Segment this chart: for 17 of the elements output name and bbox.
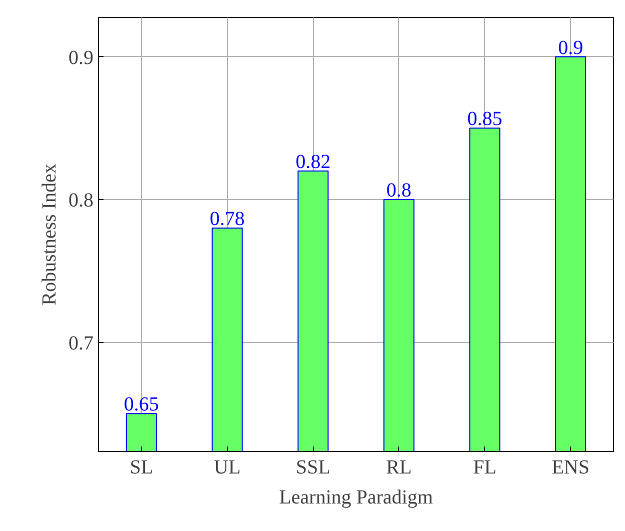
- data-label: 0.82: [296, 150, 331, 173]
- x-tick-label: RL: [386, 456, 412, 478]
- x-tick-label: SL: [130, 456, 154, 478]
- y-axis-title: Robustness Index: [38, 164, 60, 306]
- y-tick-label: 0.7: [68, 332, 94, 354]
- x-axis-title: Learning Paradigm: [279, 486, 434, 508]
- data-label: 0.85: [467, 108, 502, 130]
- data-label: 0.9: [558, 36, 584, 59]
- y-tick-label: 0.9: [68, 46, 94, 69]
- y-tick-label: 0.8: [68, 190, 94, 212]
- data-label: 0.78: [210, 208, 245, 230]
- x-tick-label: ENS: [552, 456, 590, 478]
- x-tick-label: SSL: [296, 456, 330, 478]
- data-label: 0.65: [124, 394, 159, 416]
- x-tick-label: FL: [473, 456, 496, 478]
- x-tick-label: UL: [214, 456, 241, 478]
- data-label: 0.8: [386, 180, 412, 202]
